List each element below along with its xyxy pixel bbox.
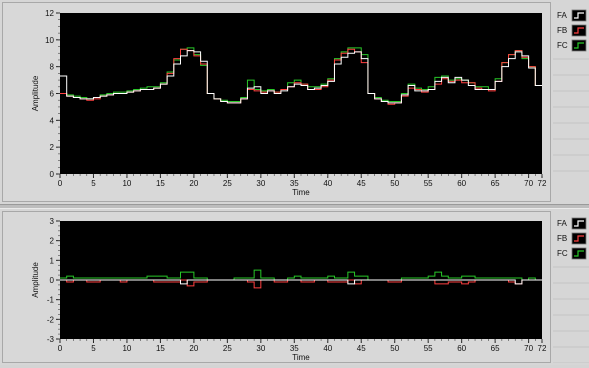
c1-x-tick-label: 72 [538,344,547,353]
c0-x-tick-label: 70 [524,179,533,188]
c1-x-tick-label: 60 [457,344,466,353]
c0-x-tick-label: 45 [357,179,366,188]
c1-legend-line-fc [574,250,584,257]
c1-y-axis-label: Amplitude [31,262,40,298]
c0-x-tick-label: 30 [256,179,265,188]
c1-x-tick-label: 15 [156,344,165,353]
c0-legend-swatch-fb[interactable] [571,24,587,37]
c0-x-tick-label: 60 [457,179,466,188]
c0-y-tick-label: 4 [50,116,55,125]
c0-legend-label-fb: FB [557,26,567,35]
c1-x-tick-label: 45 [357,344,366,353]
c1-x-tick-label: 25 [223,344,232,353]
c1-y-tick-label: -2 [47,315,55,324]
bottom-chart-panel: -3 -2 -1 0 1 2 3 0 5 10 15 20 25 30 35 40 45 50 55 60 65 70 72… [2,211,551,363]
c1-x-tick-label: 10 [122,344,131,353]
bottom-chart-legend: FA FB FC [553,211,589,364]
c0-legend-line-fc [574,42,584,49]
c1-y-tick-label: 1 [50,256,55,265]
c1-x-tick-label: 55 [424,344,433,353]
c1-x-tick-label: 65 [491,344,500,353]
bottom-legend-svg: FA FB FC [553,217,589,364]
c1-y-tick-label: 0 [50,276,55,285]
c0-legend-label-fa: FA [557,11,567,20]
c1-legend-line-fa [574,220,584,227]
c0-y-tick-label: 6 [50,90,55,99]
c1-x-tick-label: 20 [189,344,198,353]
chart-splitter[interactable] [0,204,589,209]
top-legend-svg: FA FB FC [553,9,589,172]
c0-x-tick-label: 40 [323,179,332,188]
top-chart: 0 2 4 6 8 10 12 0 5 10 15 20 25 30 35 40 45 50 55 60 65 70 72 T… [31,9,547,197]
c1-x-axis-label: Time [292,353,310,362]
c0-x-tick-label: 50 [390,179,399,188]
c1-y-tick-label: 3 [50,217,55,226]
c1-x-tick-label: 0 [58,344,63,353]
c1-legend-swatch-fa[interactable] [571,217,587,230]
c0-x-tick-label: 55 [424,179,433,188]
c0-y-tick-label: 10 [45,36,54,45]
c0-x-tick-label: 15 [156,179,165,188]
c0-x-tick-label: 35 [290,179,299,188]
c0-plot-area [60,13,542,174]
c0-x-tick-label: 25 [223,179,232,188]
c0-legend-line-fb [574,27,584,34]
c1-series-fc [60,269,542,281]
c0-x-tick-label: 72 [538,179,547,188]
c1-y-tick-label: 2 [50,237,55,246]
c0-legend-swatch-fa[interactable] [571,9,587,22]
c0-y-tick-label: 8 [50,63,55,72]
c0-x-tick-label: 10 [122,179,131,188]
c0-x-tick-label: 65 [491,179,500,188]
top-chart-panel: 0 2 4 6 8 10 12 0 5 10 15 20 25 30 35 40 45 50 55 60 65 70 72 T… [2,2,551,202]
c1-legend-label-fc: FC [557,249,568,258]
c0-x-tick-label: 0 [58,179,63,188]
c1-legend-line-fb [574,235,584,242]
c0-legend-swatch-fc[interactable] [571,39,587,52]
c0-y-axis-label: Amplitude [31,75,40,111]
c1-legend-label-fb: FB [557,234,567,243]
c0-legend-line-fa [574,12,584,19]
c1-y-tick-label: -1 [47,296,55,305]
c0-x-tick-label: 5 [91,179,96,188]
c1-x-tick-label: 5 [91,344,96,353]
c1-series-fa [60,279,542,285]
c1-legend-swatch-fb[interactable] [571,232,587,245]
c1-x-tick-label: 30 [256,344,265,353]
c0-y-tick-label: 0 [50,170,55,179]
c0-y-tick-label: 2 [50,143,55,152]
c1-x-tick-label: 50 [390,344,399,353]
c1-legend-label-fa: FA [557,219,567,228]
c1-x-tick-label: 40 [323,344,332,353]
c1-y-tick-label: -3 [47,335,55,344]
c1-legend-swatch-fc[interactable] [571,247,587,260]
c0-series-fa [60,50,542,104]
c1-x-tick-label: 70 [524,344,533,353]
c0-legend-label-fc: FC [557,41,568,50]
top-chart-legend: FA FB FC [553,2,589,202]
c0-y-tick-label: 12 [45,9,54,18]
c0-x-axis-label: Time [292,188,310,197]
c1-x-tick-label: 35 [290,344,299,353]
c0-x-tick-label: 20 [189,179,198,188]
